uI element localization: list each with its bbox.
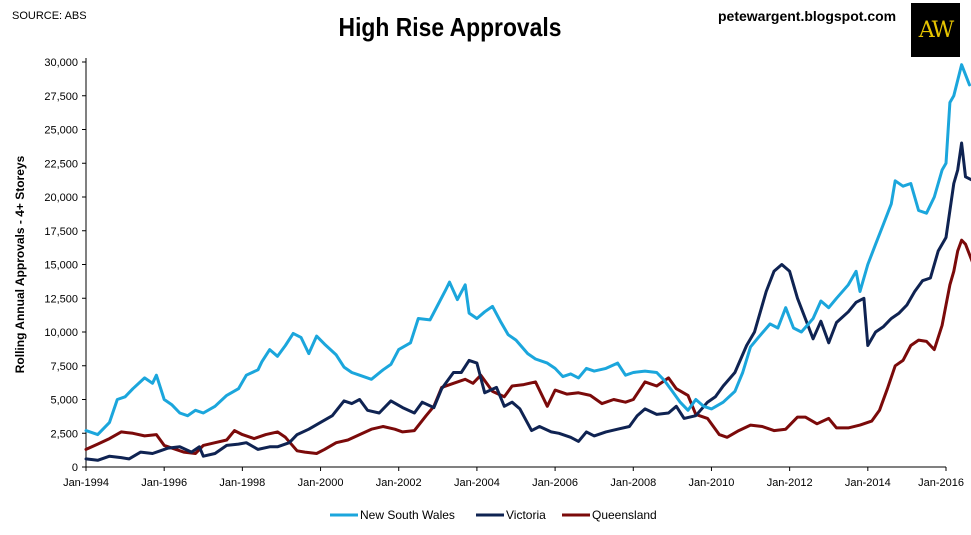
- y-tick-label: 17,500: [44, 226, 78, 238]
- y-tick-labels: 0 2,500 5,000 7,500 10,000 12,500 15,000 17,500…: [44, 57, 86, 474]
- y-tick-label: 15,000: [44, 260, 78, 272]
- axes: [85, 58, 946, 468]
- y-tick-label: 2,500: [50, 428, 78, 440]
- y-tick-label: 7,500: [50, 361, 78, 373]
- legend-label-new-south-wales: New South Wales: [360, 508, 455, 522]
- chart-title: High Rise Approvals: [338, 12, 562, 42]
- y-tick-label: 10,000: [44, 327, 78, 339]
- series-line-queensland: [84, 238, 971, 455]
- aw-logo: AW: [911, 3, 960, 57]
- x-tick-label: Jan-1996: [141, 477, 187, 489]
- x-tick-label: Jan-2004: [454, 477, 500, 489]
- blog-url: petewargent.blogspot.com: [718, 8, 897, 24]
- x-tick-label: Jan-2006: [532, 477, 578, 489]
- x-tick-label: Jan-2016: [918, 477, 964, 489]
- y-tick-label: 22,500: [44, 158, 78, 170]
- x-tick-label: Jan-2014: [845, 477, 891, 489]
- y-tick-label: 12,500: [44, 293, 78, 305]
- y-tick-label: 20,000: [44, 192, 78, 204]
- legend: New South Wales Victoria Queensland: [330, 508, 657, 522]
- x-tick-label: Jan-2010: [689, 477, 735, 489]
- x-tick-label: Jan-2000: [298, 477, 344, 489]
- legend-label-victoria: Victoria: [506, 508, 546, 522]
- series-line-victoria: [84, 141, 971, 462]
- y-tick-label: 27,500: [44, 91, 78, 103]
- x-tick-label: Jan-2012: [767, 477, 813, 489]
- x-tick-labels: Jan-1994 Jan-1996 Jan-1998 Jan-2000 Jan-2002…: [63, 467, 964, 489]
- x-tick-label: Jan-2002: [376, 477, 422, 489]
- series-line-new-south-wales: [84, 63, 971, 437]
- x-tick-label: Jan-1998: [219, 477, 265, 489]
- y-axis-label: Rolling Annual Approvals - 4+ Storeys: [13, 155, 27, 373]
- x-tick-label: Jan-1994: [63, 477, 109, 489]
- y-tick-label: 5,000: [50, 395, 78, 407]
- y-tick-label: 30,000: [44, 57, 78, 69]
- series-lines: [84, 63, 971, 462]
- legend-label-queensland: Queensland: [592, 508, 657, 522]
- source-label: SOURCE: ABS: [12, 10, 87, 22]
- y-tick-label: 25,000: [44, 125, 78, 137]
- y-tick-label: 0: [72, 462, 78, 474]
- x-tick-label: Jan-2008: [610, 477, 656, 489]
